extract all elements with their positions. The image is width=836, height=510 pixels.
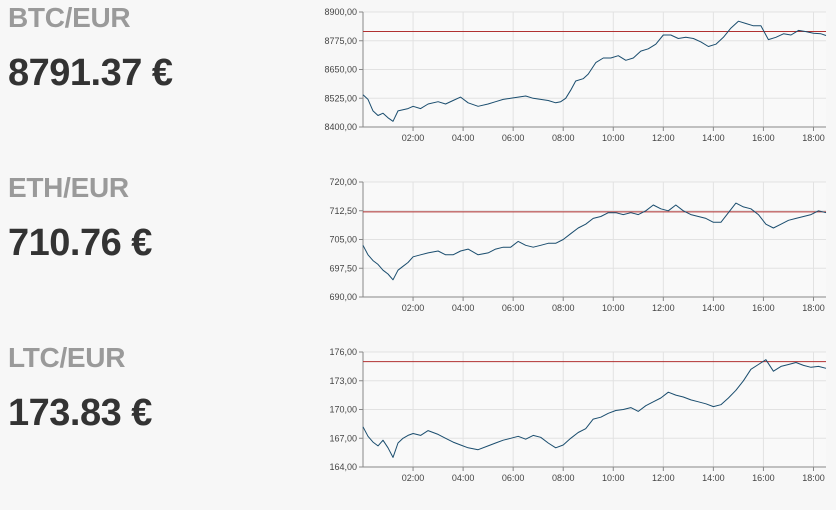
x-tick-label: 18:00 — [802, 473, 825, 483]
ticker-row-btc: BTC/EUR 8791.37 € 8900,00 8775,00 8650,00 8… — [0, 0, 836, 170]
price-chart-ltc: 176,00 173,00 170,00 167,00 164,00 02:00 04:00… — [329, 347, 827, 483]
x-tick-label: 04:00 — [452, 303, 475, 313]
y-tick-label: 8400,00 — [324, 122, 357, 132]
x-tick-label: 18:00 — [802, 133, 825, 143]
y-tick-label: 8775,00 — [324, 36, 357, 46]
x-tick-label: 04:00 — [452, 473, 475, 483]
x-tick-label: 02:00 — [402, 303, 425, 313]
pair-label: BTC/EUR — [8, 2, 131, 33]
x-tick-label: 16:00 — [752, 303, 775, 313]
y-tick-label: 170,00 — [329, 405, 357, 415]
pair-label: LTC/EUR — [8, 342, 126, 373]
x-tick-label: 10:00 — [602, 303, 625, 313]
y-tick-label: 176,00 — [329, 347, 357, 357]
x-tick-label: 08:00 — [552, 473, 575, 483]
x-tick-label: 14:00 — [702, 473, 725, 483]
y-tick-label: 164,00 — [329, 462, 357, 472]
x-tick-label: 14:00 — [702, 133, 725, 143]
x-tick-label: 02:00 — [402, 473, 425, 483]
price-series-line — [362, 359, 827, 458]
x-tick-label: 12:00 — [652, 473, 675, 483]
x-tick-label: 18:00 — [802, 303, 825, 313]
price-value: 8791.37 € — [8, 52, 173, 94]
x-tick-label: 12:00 — [652, 303, 675, 313]
y-tick-label: 712,50 — [329, 206, 357, 216]
price-chart-btc: 8900,00 8775,00 8650,00 8525,00 8400,00 02:00… — [324, 7, 827, 143]
y-tick-label: 173,00 — [329, 376, 357, 386]
x-tick-label: 10:00 — [602, 473, 625, 483]
y-tick-label: 720,00 — [329, 177, 357, 187]
x-tick-label: 10:00 — [602, 133, 625, 143]
price-value: 173.83 € — [8, 392, 152, 434]
x-tick-label: 16:00 — [752, 473, 775, 483]
y-tick-label: 8525,00 — [324, 93, 357, 103]
x-tick-label: 06:00 — [502, 473, 525, 483]
y-tick-label: 697,50 — [329, 263, 357, 273]
ticker-row-eth: ETH/EUR 710.76 € 720,00 712,50 705,00 697,5… — [0, 170, 836, 340]
x-tick-label: 08:00 — [552, 133, 575, 143]
x-tick-label: 12:00 — [652, 133, 675, 143]
x-tick-label: 16:00 — [752, 133, 775, 143]
y-tick-label: 167,00 — [329, 433, 357, 443]
price-series-line — [362, 202, 827, 281]
x-tick-label: 08:00 — [552, 303, 575, 313]
price-chart-eth: 720,00 712,50 705,00 697,50 690,00 02:00 04:00… — [329, 177, 827, 313]
x-tick-label: 04:00 — [452, 133, 475, 143]
price-value: 710.76 € — [8, 222, 152, 264]
ticker-row-ltc: LTC/EUR 173.83 € 176,00 173,00 170,00 167,0… — [0, 340, 836, 510]
x-tick-label: 06:00 — [502, 133, 525, 143]
y-tick-label: 705,00 — [329, 235, 357, 245]
price-series-line — [362, 20, 827, 122]
pair-label: ETH/EUR — [8, 172, 129, 203]
x-tick-label: 06:00 — [502, 303, 525, 313]
x-tick-label: 14:00 — [702, 303, 725, 313]
y-tick-label: 8900,00 — [324, 7, 357, 17]
y-tick-label: 690,00 — [329, 292, 357, 302]
x-tick-label: 02:00 — [402, 133, 425, 143]
y-tick-label: 8650,00 — [324, 65, 357, 75]
